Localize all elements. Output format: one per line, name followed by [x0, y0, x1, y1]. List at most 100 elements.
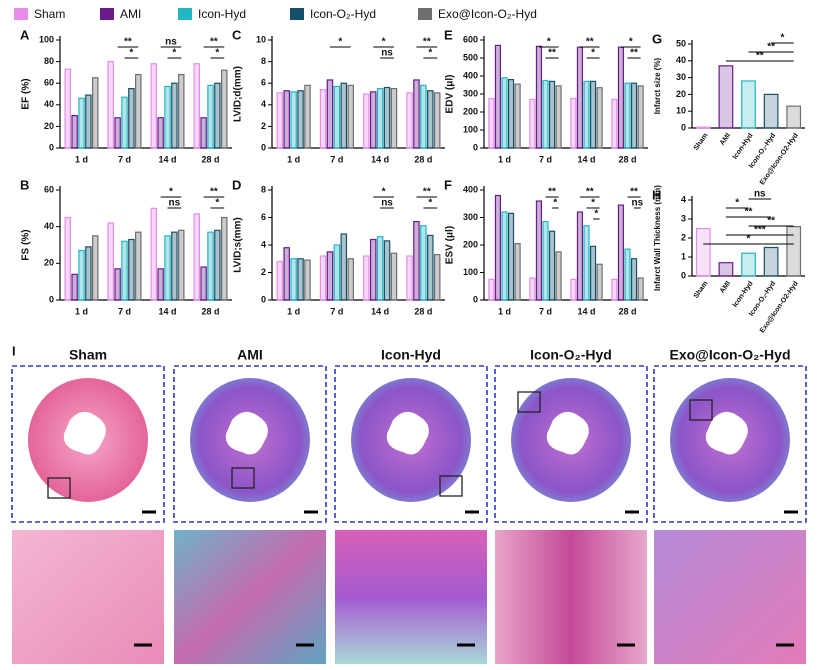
bar [71, 114, 78, 149]
legend-swatch [178, 8, 192, 20]
y-axis-label: EDV (μl) [445, 75, 456, 114]
bar [570, 97, 577, 149]
y-axis-label: FS (%) [21, 229, 32, 260]
bar [376, 87, 384, 149]
y-tick-label: 40 [44, 221, 54, 231]
significance-label: * [215, 198, 219, 209]
lumen [546, 411, 589, 455]
bar [164, 85, 171, 149]
bar [617, 204, 625, 301]
y-tick-label: 0 [49, 142, 54, 152]
y-tick-label: 10 [256, 34, 266, 44]
tissue-image [654, 530, 806, 664]
y-axis-label: LVID;d(mm) [233, 66, 244, 122]
x-tick-label: 28 d [201, 306, 219, 316]
bar [92, 235, 99, 301]
x-tick-label: 28 d [618, 154, 636, 164]
bar [427, 234, 434, 301]
significance-label: * [428, 198, 432, 209]
y-tick-label: 40 [44, 99, 54, 109]
significance-label: * [747, 234, 751, 245]
y-tick-label: 4 [261, 239, 266, 249]
bar [494, 44, 502, 149]
x-tick-label: Sham [693, 280, 710, 300]
bar [64, 68, 71, 149]
significance-label: ** [767, 216, 775, 227]
panel-label: I [12, 343, 16, 358]
tissue-image [12, 530, 164, 664]
panel-label: C [232, 27, 242, 42]
y-tick-label: 0 [261, 294, 266, 304]
x-tick-label: 28 d [201, 154, 219, 164]
significance-label: ** [210, 187, 218, 198]
x-tick-label: 28 d [618, 306, 636, 316]
bar [514, 243, 521, 301]
group-title: AMI [237, 347, 263, 363]
significance-label: * [129, 48, 133, 59]
bar [420, 225, 427, 301]
x-tick-label: 14 d [158, 154, 176, 164]
x-tick-label: Icon-Hyd [732, 132, 755, 161]
bar [390, 252, 398, 301]
y-tick-label: 400 [463, 184, 478, 194]
x-tick-label: Icon-Hyd [732, 280, 755, 309]
y-tick-label: 500 [463, 52, 478, 62]
significance-label: *** [754, 225, 766, 236]
section-frame [173, 365, 327, 523]
group-title: Icon-O₂-Hyd [530, 347, 612, 363]
significance-label: ** [630, 187, 638, 198]
y-axis-label: LVID;s(mm) [233, 217, 244, 272]
bar [576, 46, 584, 149]
y-axis-label: ESV (μl) [445, 226, 456, 264]
bar [695, 227, 711, 277]
bar [107, 222, 114, 301]
bar [630, 82, 638, 149]
y-tick-label: 60 [44, 78, 54, 88]
legend-swatch [418, 8, 432, 20]
bar [535, 45, 543, 149]
y-tick-label: 200 [463, 106, 478, 116]
bar [340, 233, 348, 301]
bar [363, 255, 370, 301]
x-tick-label: 14 d [577, 154, 595, 164]
bar [548, 80, 556, 149]
bar [171, 82, 178, 149]
significance-label: ns [632, 198, 644, 209]
bar [114, 268, 121, 301]
zoom-box [47, 477, 71, 499]
significance-label: * [594, 209, 598, 220]
bar [297, 90, 304, 149]
bar [71, 273, 78, 301]
bar [596, 87, 603, 149]
bar [433, 254, 441, 301]
significance-label: * [215, 48, 219, 59]
legend-label: AMI [120, 7, 141, 21]
bar [576, 211, 584, 301]
significance-label: ** [210, 37, 218, 48]
section-frame [11, 365, 165, 523]
significance-label: * [629, 37, 633, 48]
bar [555, 85, 562, 149]
bar [413, 221, 420, 301]
y-tick-label: 0 [681, 270, 686, 280]
significance-label: ** [423, 187, 431, 198]
bar [529, 98, 536, 149]
bar [555, 251, 562, 301]
legend-label: Icon-O₂-Hyd [310, 7, 376, 21]
x-tick-label: 1 d [498, 154, 511, 164]
bar [207, 231, 214, 301]
bar [433, 92, 441, 149]
y-tick-label: 20 [44, 258, 54, 268]
zoom-box [689, 399, 713, 421]
bar [340, 82, 348, 149]
zoom-box [517, 391, 541, 413]
bar [542, 79, 549, 149]
significance-label: * [169, 187, 173, 198]
significance-label: ** [630, 48, 638, 59]
lumen [705, 411, 748, 455]
significance-label: ns [381, 198, 393, 209]
bar [78, 97, 85, 149]
bar [214, 229, 221, 301]
significance-label: * [735, 198, 739, 209]
